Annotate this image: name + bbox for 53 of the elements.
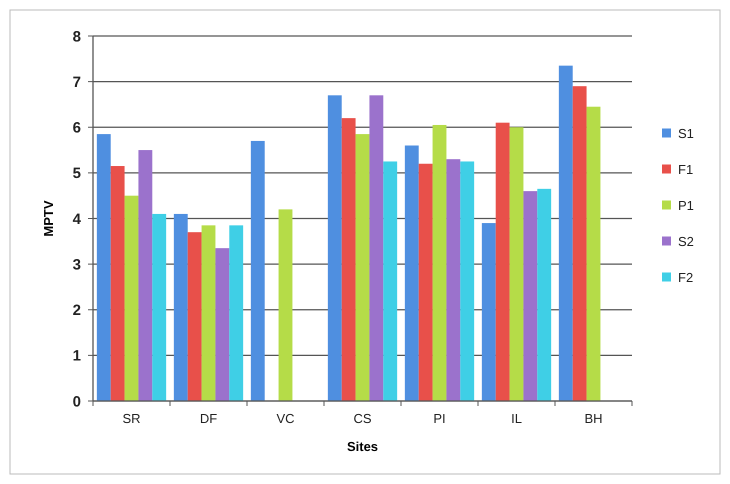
y-tick-label: 7 <box>72 74 81 91</box>
y-tick-label: 5 <box>72 165 81 182</box>
bar <box>356 134 370 401</box>
bar <box>432 124 446 401</box>
y-tick-label: 2 <box>72 302 81 319</box>
bar <box>418 164 433 401</box>
bar <box>482 223 496 401</box>
y-tick-label: 8 <box>72 28 81 46</box>
bar <box>124 196 138 401</box>
bar <box>369 95 384 401</box>
y-tick-label: 4 <box>72 210 82 228</box>
bar <box>572 86 587 401</box>
x-tick-label: DF <box>200 411 218 426</box>
bar <box>278 209 292 401</box>
bar <box>152 214 166 401</box>
y-tick-label: 3 <box>72 256 81 274</box>
bar <box>188 232 202 401</box>
x-tick-label: BH <box>584 411 603 426</box>
x-tick-label: VC <box>276 411 295 426</box>
legend-label: F1 <box>678 162 694 178</box>
bar <box>537 188 552 401</box>
x-tick-label: CS <box>353 411 372 426</box>
bar <box>96 134 111 401</box>
bar <box>328 95 342 401</box>
legend-label: P1 <box>678 198 694 214</box>
bar <box>215 248 230 401</box>
x-tick-label: SR <box>122 411 141 426</box>
bar <box>496 122 510 401</box>
y-tick-label: 0 <box>72 393 81 410</box>
bar <box>510 127 524 401</box>
bar <box>586 106 600 401</box>
x-axis-title: Sites <box>346 439 378 454</box>
legend-label: S2 <box>678 234 694 250</box>
bar <box>250 140 265 401</box>
legend-label: F2 <box>678 270 694 286</box>
bar <box>342 118 356 401</box>
bar <box>110 166 125 401</box>
y-tick-label: 1 <box>72 348 81 365</box>
x-tick-label: PI <box>433 411 446 426</box>
x-tick-label: IL <box>511 411 522 426</box>
bar <box>383 161 398 401</box>
y-tick-label: 6 <box>72 120 81 136</box>
y-axis-title: MPTV <box>41 200 56 237</box>
bar <box>202 225 216 401</box>
bar <box>174 214 188 401</box>
bar <box>404 146 419 401</box>
legend-label: S1 <box>678 126 694 142</box>
bar <box>446 159 460 401</box>
bar <box>558 66 573 401</box>
bar <box>523 191 538 401</box>
bar <box>460 161 474 401</box>
bar <box>138 150 152 401</box>
bar <box>229 225 244 401</box>
